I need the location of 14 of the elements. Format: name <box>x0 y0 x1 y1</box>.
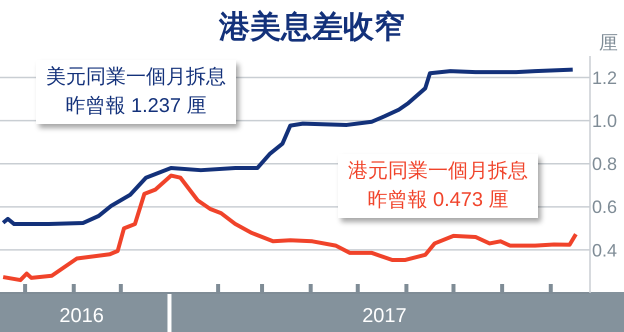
text: 港元同業一個月拆息 <box>348 159 528 184</box>
x-tick-label: 2016 <box>59 305 104 327</box>
text: 美元同業一個月拆息 <box>46 65 226 90</box>
annotation: 昨曾報 1.237 厘 <box>64 94 208 119</box>
x-tick-label: 2017 <box>362 305 407 327</box>
chart-title: 港美息差收窄 <box>219 9 405 44</box>
y-tick-label: 1.0 <box>592 111 618 132</box>
y-tick-label: 0.6 <box>592 197 618 218</box>
y-tick-label: 1.2 <box>592 68 618 88</box>
y-tick-label: 0.4 <box>592 240 618 260</box>
annotation: 昨曾報 0.473 厘 <box>366 188 510 213</box>
line-series <box>1 68 575 226</box>
y-tick-label: 0.8 <box>592 154 618 174</box>
y-axis-title: 厘 <box>599 32 618 56</box>
